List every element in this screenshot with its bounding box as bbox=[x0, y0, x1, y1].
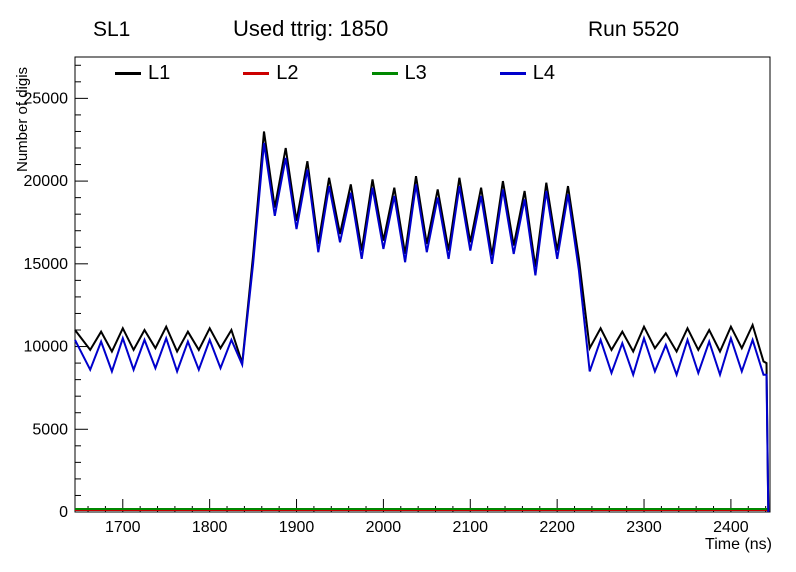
chart-title-right: Run 5520 bbox=[588, 18, 680, 41]
x-tick-label: 1900 bbox=[279, 519, 315, 536]
legend-entry-L1: L1 bbox=[115, 62, 170, 85]
chart-title-left: SL1 bbox=[93, 18, 131, 41]
y-tick-label: 0 bbox=[59, 504, 68, 521]
series-line-L4 bbox=[74, 142, 770, 513]
x-tick-label: 2300 bbox=[626, 519, 662, 536]
plot-frame bbox=[74, 56, 771, 513]
legend-line-swatch bbox=[499, 72, 526, 75]
x-tick-label: 2100 bbox=[452, 519, 488, 536]
legend-label: L4 bbox=[532, 62, 555, 84]
x-tick-label: 1700 bbox=[105, 519, 141, 536]
legend-entry-L3: L3 bbox=[371, 62, 427, 85]
legend-label: L3 bbox=[404, 62, 427, 84]
x-tick-label: 1800 bbox=[192, 519, 228, 536]
y-tick-label: 10000 bbox=[24, 339, 69, 356]
legend-line-swatch bbox=[371, 72, 398, 75]
legend-label: L2 bbox=[276, 62, 299, 84]
y-tick-label: 20000 bbox=[24, 173, 69, 190]
y-tick-label: 15000 bbox=[24, 256, 69, 273]
y-tick-label: 5000 bbox=[32, 421, 68, 438]
x-tick-label: 2400 bbox=[713, 519, 749, 536]
chart-title-center: Used ttrig: 1850 bbox=[233, 16, 389, 41]
y-tick-label: 25000 bbox=[24, 90, 69, 107]
legend: L1 L2 L3 L4 bbox=[115, 62, 555, 85]
series-line-L1 bbox=[74, 131, 770, 513]
x-tick-label: 2000 bbox=[366, 519, 402, 536]
y-axis-title: Number of digis bbox=[14, 66, 31, 172]
legend-label: L1 bbox=[148, 62, 171, 84]
x-tick-label: 2200 bbox=[539, 519, 575, 536]
legend-entry-L4: L4 bbox=[499, 62, 555, 85]
legend-line-swatch bbox=[243, 72, 270, 75]
legend-entry-L2: L2 bbox=[243, 62, 299, 85]
x-axis-title: Time (ns) bbox=[705, 536, 772, 553]
legend-line-swatch bbox=[115, 72, 141, 75]
